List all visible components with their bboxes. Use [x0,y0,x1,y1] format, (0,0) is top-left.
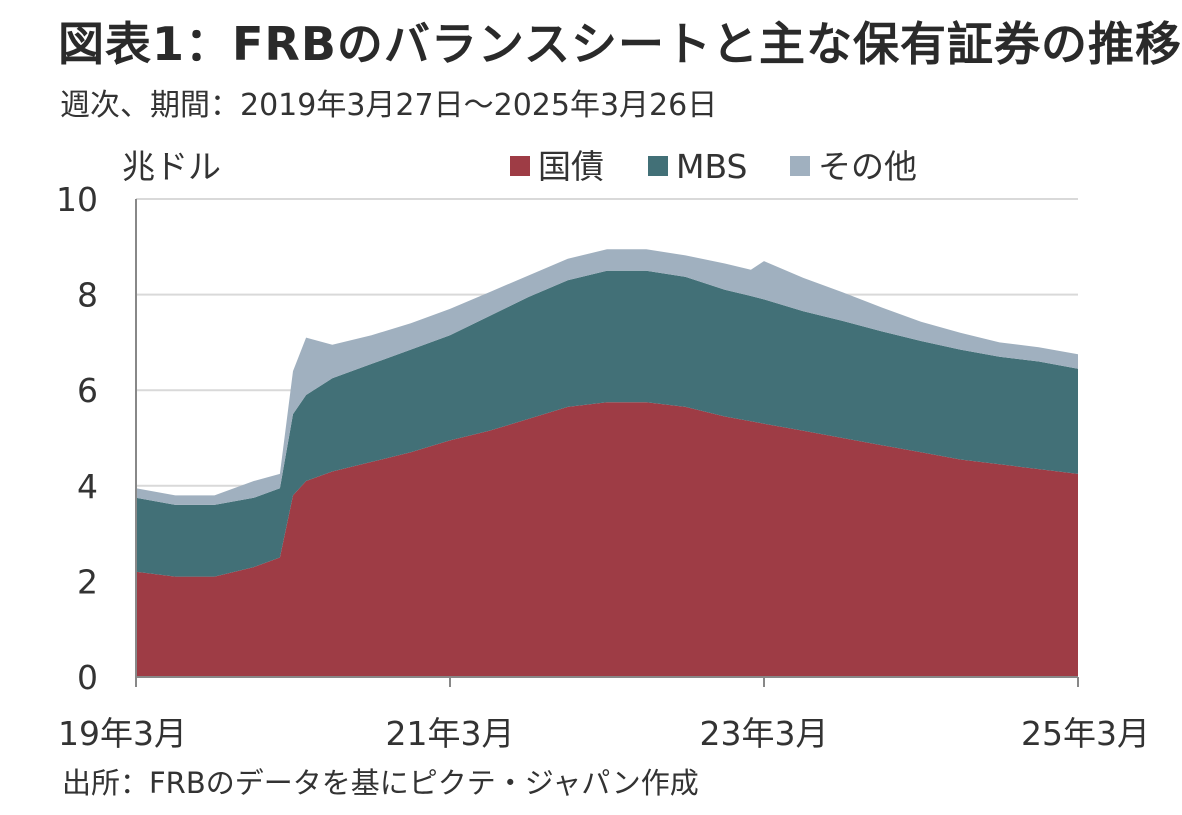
legend-label: 国債 [538,147,604,186]
y-tick-label: 10 [56,180,98,219]
area-series-1 [136,270,1078,577]
x-tick-label: 21年3月 [386,714,515,753]
chart-title: 図表1：FRBのバランスシートと主な保有証券の推移 [58,17,1182,71]
x-tick-label: 23年3月 [700,714,829,753]
y-tick-label: 8 [77,276,98,315]
area-series-2 [136,249,1078,505]
legend-swatch [510,156,530,176]
legend-swatch [790,156,810,176]
y-axis-unit-label: 兆ドル [122,147,221,186]
area-series-0 [136,402,1078,677]
y-tick-label: 0 [77,658,98,697]
x-tick-label: 19年3月 [58,714,187,753]
x-tick-label: 25年3月 [1021,714,1150,753]
chart-source-note: 出所：FRBのデータを基にピクテ・ジャパン作成 [62,766,699,800]
chart-subtitle: 週次、期間：2019年3月27日～2025年3月26日 [60,88,718,123]
y-tick-label: 4 [77,467,98,506]
y-tick-label: 6 [77,371,98,410]
legend-label: その他 [818,147,917,186]
y-tick-label: 2 [77,562,98,601]
legend-label: MBS [676,147,747,186]
legend-swatch [648,156,668,176]
